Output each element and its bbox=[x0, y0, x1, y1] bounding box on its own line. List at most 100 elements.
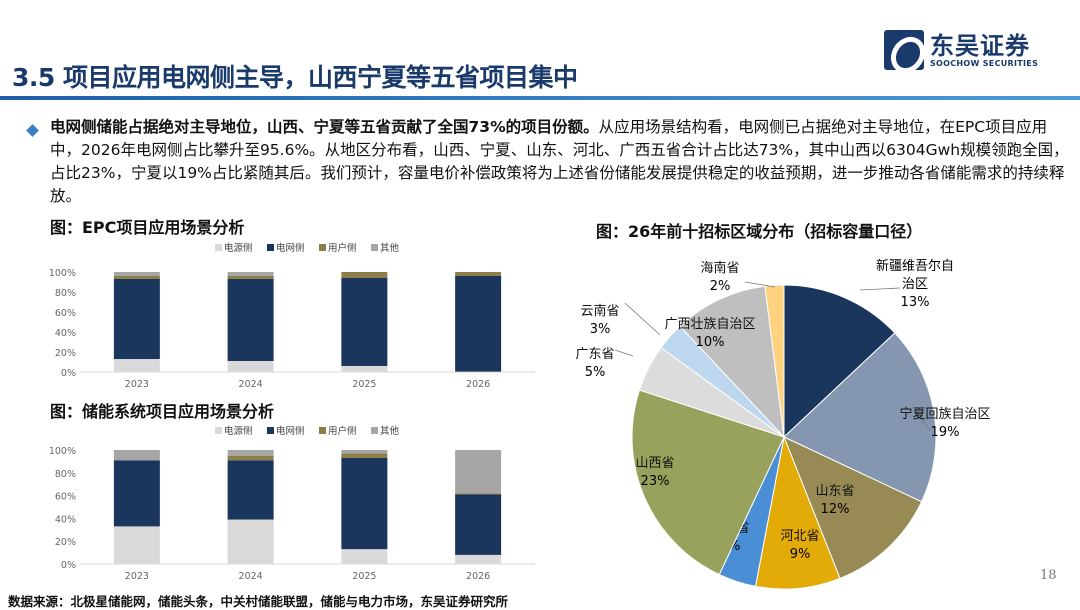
bar-segment bbox=[455, 272, 501, 276]
slice-pct: 3% bbox=[590, 322, 611, 337]
summary-bold: 电网侧储能占据绝对主导地位，山西、宁夏等五省贡献了全国73%的项目份额。 bbox=[50, 118, 599, 136]
bar-segment bbox=[114, 272, 160, 276]
slice-pct: 2% bbox=[710, 279, 731, 294]
page-title: 3.5 项目应用电网侧主导，山西宁夏等五省项目集中 bbox=[12, 58, 578, 94]
x-tick-label: 2023 bbox=[125, 379, 149, 388]
y-tick-label: 60% bbox=[55, 308, 76, 319]
y-tick-label: 80% bbox=[55, 288, 76, 299]
data-source: 数据来源：北极星储能网，储能头条，中关村储能联盟，储能与电力市场，东吴证券研究所 bbox=[8, 591, 508, 610]
bar-segment bbox=[114, 359, 160, 372]
x-tick-label: 2026 bbox=[466, 571, 490, 582]
legend-label: 其他 bbox=[380, 242, 400, 254]
chart3-title: 图：26年前十招标区域分布（招标容量口径） bbox=[596, 218, 922, 242]
legend-swatch bbox=[215, 244, 222, 251]
legend-swatch bbox=[215, 427, 222, 434]
slice-pct: 9% bbox=[790, 547, 811, 562]
logo-cn: 东吴证券 bbox=[930, 33, 1038, 59]
y-tick-label: 0% bbox=[61, 560, 76, 571]
slice-label: 山东省 bbox=[815, 484, 854, 499]
epc-scenario-chart: 电源侧 电网侧 用户侧 其他 0% 20% 40% 60% 80% 100% 2023 2024 202… bbox=[40, 238, 540, 388]
company-logo: 东吴证券 SOOCHOW SECURITIES bbox=[884, 30, 1038, 70]
leader-line bbox=[860, 288, 900, 290]
legend-label: 其他 bbox=[380, 425, 400, 437]
diamond-bullet-icon bbox=[26, 124, 39, 137]
leader-line bbox=[615, 350, 633, 356]
slice-pct: 10% bbox=[696, 335, 725, 350]
bar-segment bbox=[228, 520, 274, 564]
region-pie-chart: 新疆维吾尔自治区13%宁夏回族自治区19%山东省12%河北省9%甘肃省4%山西省… bbox=[560, 250, 1080, 610]
slice-label: 山西省 bbox=[635, 456, 674, 471]
slice-pct: 5% bbox=[585, 365, 606, 380]
bar-segment bbox=[341, 272, 387, 278]
slice-pct: 12% bbox=[821, 502, 850, 517]
bar-segment bbox=[228, 456, 274, 461]
bar-segment bbox=[228, 276, 274, 279]
y-tick-label: 20% bbox=[55, 348, 76, 359]
y-tick-label: 100% bbox=[49, 268, 76, 279]
bar-segment bbox=[341, 458, 387, 549]
bar-segment bbox=[455, 494, 501, 554]
chart2-title: 图：储能系统项目应用场景分析 bbox=[50, 398, 274, 422]
leader-line bbox=[745, 282, 775, 287]
bar-segment bbox=[228, 361, 274, 372]
y-tick-label: 80% bbox=[55, 469, 76, 480]
bar-segment bbox=[455, 555, 501, 564]
legend-swatch bbox=[371, 244, 378, 251]
legend-swatch bbox=[267, 244, 274, 251]
slice-label: 宁夏回族自治区 bbox=[899, 406, 990, 422]
bar-segment bbox=[114, 279, 160, 359]
x-tick-label: 2024 bbox=[239, 571, 263, 582]
bar-segment bbox=[114, 276, 160, 279]
summary-paragraph: 电网侧储能占据绝对主导地位，山西、宁夏等五省贡献了全国73%的项目份额。从应用场… bbox=[50, 116, 1074, 208]
bar-segment bbox=[114, 450, 160, 460]
slice-label: 治区 bbox=[902, 277, 928, 292]
slice-label: 河北省 bbox=[780, 529, 819, 544]
legend-swatch bbox=[319, 244, 326, 251]
slice-label: 海南省 bbox=[700, 260, 739, 276]
legend-swatch bbox=[371, 427, 378, 434]
legend-label: 电源侧 bbox=[224, 425, 253, 437]
x-tick-label: 2025 bbox=[352, 379, 376, 388]
legend-label: 电网侧 bbox=[276, 242, 305, 254]
bar-segment bbox=[114, 460, 160, 526]
x-tick-label: 2023 bbox=[125, 571, 149, 582]
legend-label: 电源侧 bbox=[224, 242, 253, 254]
y-tick-label: 0% bbox=[61, 368, 76, 379]
bar-segment bbox=[341, 453, 387, 458]
legend-swatch bbox=[267, 427, 274, 434]
soochow-logo-icon bbox=[884, 30, 924, 70]
slice-pct: 23% bbox=[641, 474, 670, 489]
x-tick-label: 2025 bbox=[352, 571, 376, 582]
y-tick-label: 100% bbox=[49, 446, 76, 457]
bar-segment bbox=[228, 450, 274, 456]
chart1-title: 图：EPC项目应用场景分析 bbox=[50, 214, 244, 238]
y-tick-label: 40% bbox=[55, 514, 76, 525]
slice-label: 云南省 bbox=[580, 303, 619, 319]
slice-label: 广西壮族自治区 bbox=[664, 316, 755, 332]
x-tick-label: 2024 bbox=[239, 379, 263, 388]
x-tick-label: 2026 bbox=[466, 379, 490, 388]
slice-label: 广东省 bbox=[575, 347, 614, 362]
bar-segment bbox=[455, 276, 501, 372]
bar-segment bbox=[341, 549, 387, 564]
legend-label: 用户侧 bbox=[328, 242, 357, 254]
legend-label: 电网侧 bbox=[276, 425, 305, 437]
slice-pct: 13% bbox=[901, 295, 930, 310]
bar-segment bbox=[228, 272, 274, 276]
bar-segment bbox=[341, 450, 387, 453]
bar-segment bbox=[341, 366, 387, 372]
y-tick-label: 40% bbox=[55, 328, 76, 339]
y-tick-label: 20% bbox=[55, 537, 76, 548]
bar-segment bbox=[228, 279, 274, 361]
legend-swatch bbox=[319, 427, 326, 434]
logo-en: SOOCHOW SECURITIES bbox=[930, 59, 1038, 68]
legend-label: 用户侧 bbox=[328, 425, 357, 437]
bar-segment bbox=[341, 278, 387, 366]
slice-pct: 19% bbox=[931, 425, 960, 440]
bar-segment bbox=[114, 526, 160, 564]
leader-line bbox=[625, 303, 660, 335]
bar-segment bbox=[228, 460, 274, 519]
slice-label: 新疆维吾尔自 bbox=[876, 258, 954, 274]
bar-segment bbox=[455, 493, 501, 494]
